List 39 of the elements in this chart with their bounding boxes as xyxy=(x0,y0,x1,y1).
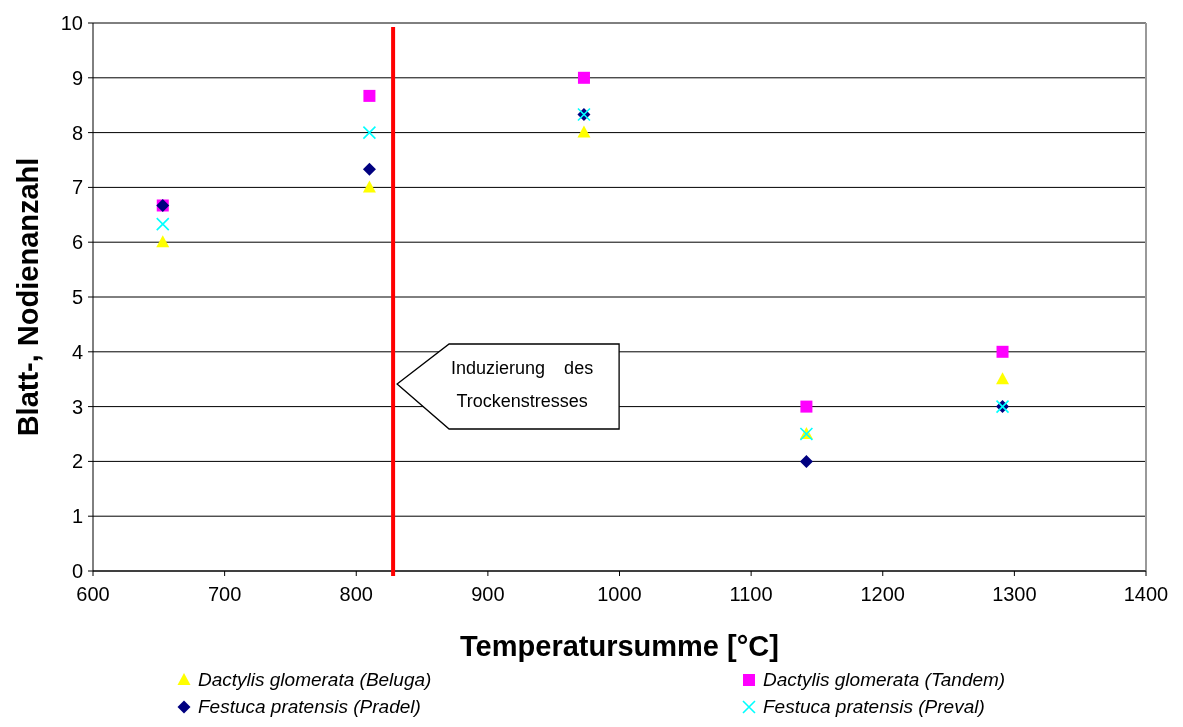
point xyxy=(577,71,590,84)
x-tick-label: 700 xyxy=(207,583,242,605)
x-tick-label: 1100 xyxy=(729,583,773,605)
y-tick-label: 8 xyxy=(71,121,83,144)
x-tick-label: 800 xyxy=(339,583,373,605)
y-tick-label: 4 xyxy=(71,340,83,363)
y-tick-label: 7 xyxy=(71,176,83,199)
y-tick-label: 1 xyxy=(71,505,83,528)
y-tick-label: 2 xyxy=(71,450,83,473)
point xyxy=(155,217,170,231)
y-tick-label: 10 xyxy=(60,12,83,34)
point xyxy=(799,454,813,468)
point xyxy=(996,345,1009,358)
x-tick-label: 600 xyxy=(76,583,110,605)
y-tick-label: 9 xyxy=(71,66,83,89)
y-tick-label: 6 xyxy=(71,231,83,254)
x-tick-label: 1300 xyxy=(992,583,1037,605)
point xyxy=(577,125,591,138)
x-axis-title: Temperatursumme [°C] xyxy=(460,630,779,662)
point xyxy=(362,125,377,140)
x-tick-label: 1200 xyxy=(860,583,905,605)
y-tick-label: 3 xyxy=(71,395,83,418)
point xyxy=(996,372,1010,385)
annotation: Induzierung des Trockenstresses xyxy=(451,358,594,411)
point xyxy=(362,180,376,193)
x-tick-label: 900 xyxy=(471,583,505,605)
legend-label: Festuca pratensis (Pradel) xyxy=(198,696,421,717)
y-axis-title: Blatt-, Nodienanzahl xyxy=(12,157,44,437)
x-tick-label: 1000 xyxy=(597,583,642,605)
y-tick-label: 0 xyxy=(71,560,83,582)
legend-label: Dactylis glomerata (Tandem) xyxy=(763,669,1006,690)
point xyxy=(800,400,813,413)
point xyxy=(362,162,376,176)
legend-label: Dactylis glomerata (Beluga) xyxy=(198,669,432,690)
y-tick-label: 5 xyxy=(71,286,83,308)
x-tick-label: 1400 xyxy=(1123,583,1169,605)
legend-label: Festuca pratensis (Preval) xyxy=(763,696,985,717)
point xyxy=(156,235,170,248)
point xyxy=(363,89,376,102)
